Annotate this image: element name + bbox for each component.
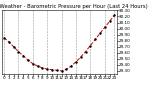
Title: Milwaukee Weather - Barometric Pressure per Hour (Last 24 Hours): Milwaukee Weather - Barometric Pressure … [0,4,148,9]
